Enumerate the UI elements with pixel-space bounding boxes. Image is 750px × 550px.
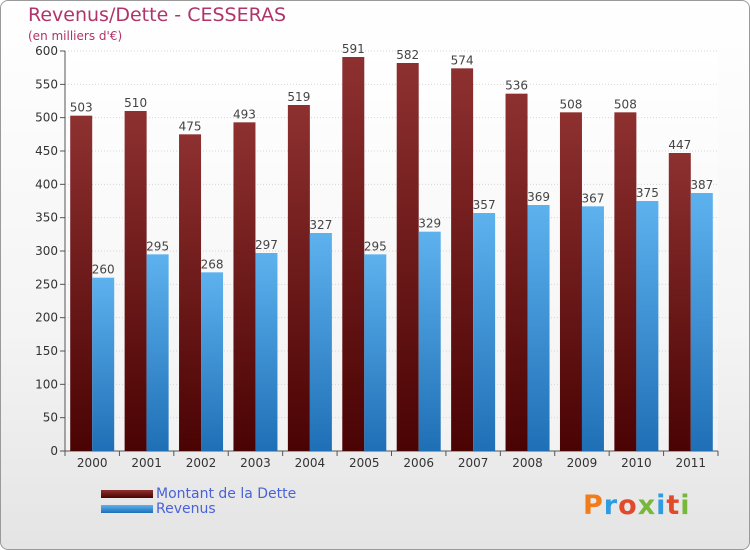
x-tick-label: 2003 [240,456,271,470]
x-tick-label: 2000 [77,456,108,470]
logo-letter: i [656,490,667,521]
y-tick-label: 350 [35,211,58,225]
y-tick-label: 250 [35,277,58,291]
data-label-dette: 510 [124,96,147,110]
data-label-dette: 519 [287,90,310,104]
data-label-revenus: 367 [582,191,605,205]
y-tick-label: 500 [35,111,58,125]
chart-subtitle: (en milliers d'€) [28,29,123,43]
y-tick-label: 550 [35,77,58,91]
x-tick-label: 2007 [458,456,489,470]
x-tick-label: 2005 [349,456,380,470]
x-tick-label: 2004 [295,456,326,470]
bar-revenus [255,253,278,451]
bar-dette [233,122,256,451]
bar-revenus [92,277,115,451]
bar-revenus [581,206,604,451]
data-label-revenus: 327 [309,218,332,232]
logo-letter: r [603,490,619,521]
bar-dette [451,68,474,451]
bar-dette [559,112,582,451]
logo-letter: o [618,490,638,521]
data-label-revenus: 295 [146,239,169,253]
data-label-dette: 536 [505,79,528,93]
x-tick-label: 2011 [676,456,707,470]
data-label-revenus: 357 [473,198,496,212]
bar-dette [342,57,365,451]
data-label-revenus: 329 [418,217,441,231]
bar-dette [124,111,147,451]
x-tick-label: 2002 [186,456,217,470]
bar-dette [287,105,310,451]
bar-revenus [690,193,713,451]
x-tick-label: 2010 [621,456,652,470]
bar-revenus [473,213,496,451]
logo-letter: x [637,490,657,521]
chart-title: Revenus/Dette - CESSERAS [28,4,287,26]
logo-letter: t [666,490,681,521]
data-label-dette: 508 [614,97,637,111]
bar-revenus [636,201,659,451]
bar-dette [396,63,419,451]
legend-item-revenus: Revenus [101,501,216,517]
bar-dette [668,153,691,451]
bar-dette [70,115,93,452]
bar-revenus [201,272,224,451]
y-tick-label: 600 [35,44,58,58]
bar-dette [179,134,202,452]
proxiti-logo: Proxiti [583,490,691,521]
data-label-revenus: 295 [364,239,387,253]
data-label-revenus: 297 [255,238,278,252]
y-tick-label: 300 [35,244,58,258]
legend-swatch-revenus [101,505,153,513]
data-label-dette: 493 [233,107,256,121]
data-label-dette: 503 [70,101,93,115]
x-tick-label: 2006 [403,456,434,470]
data-label-dette: 582 [396,48,419,62]
data-label-dette: 591 [342,42,365,56]
y-tick-label: 0 [50,444,58,458]
data-label-dette: 508 [560,97,583,111]
data-label-dette: 447 [668,138,691,152]
y-tick-label: 50 [43,411,58,425]
y-tick-label: 450 [35,144,58,158]
data-label-revenus: 375 [636,186,659,200]
x-tick-label: 2008 [512,456,543,470]
legend-label-revenus: Revenus [156,501,216,517]
bar-revenus [309,233,332,451]
bar-dette [614,112,637,451]
y-tick-label: 100 [35,377,58,391]
bar-revenus [418,231,441,451]
logo-letter: P [583,490,604,521]
y-tick-label: 150 [35,344,58,358]
bar-revenus [146,254,169,451]
legend-swatch-debt [101,490,153,498]
x-tick-label: 2001 [131,456,162,470]
data-label-dette: 574 [451,53,474,67]
data-label-revenus: 387 [690,178,713,192]
legend-label-debt: Montant de la Dette [156,486,297,502]
y-tick-label: 400 [35,177,58,191]
legend-item-debt: Montant de la Dette [101,486,296,502]
bar-dette [505,93,528,452]
data-label-revenus: 369 [527,190,550,204]
y-tick-label: 200 [35,311,58,325]
logo-letter: i [680,490,691,521]
data-label-dette: 475 [179,119,202,133]
x-tick-label: 2009 [567,456,598,470]
data-label-revenus: 268 [201,257,224,271]
bar-revenus [527,205,550,451]
data-label-revenus: 260 [92,263,115,277]
bar-revenus [364,254,387,451]
